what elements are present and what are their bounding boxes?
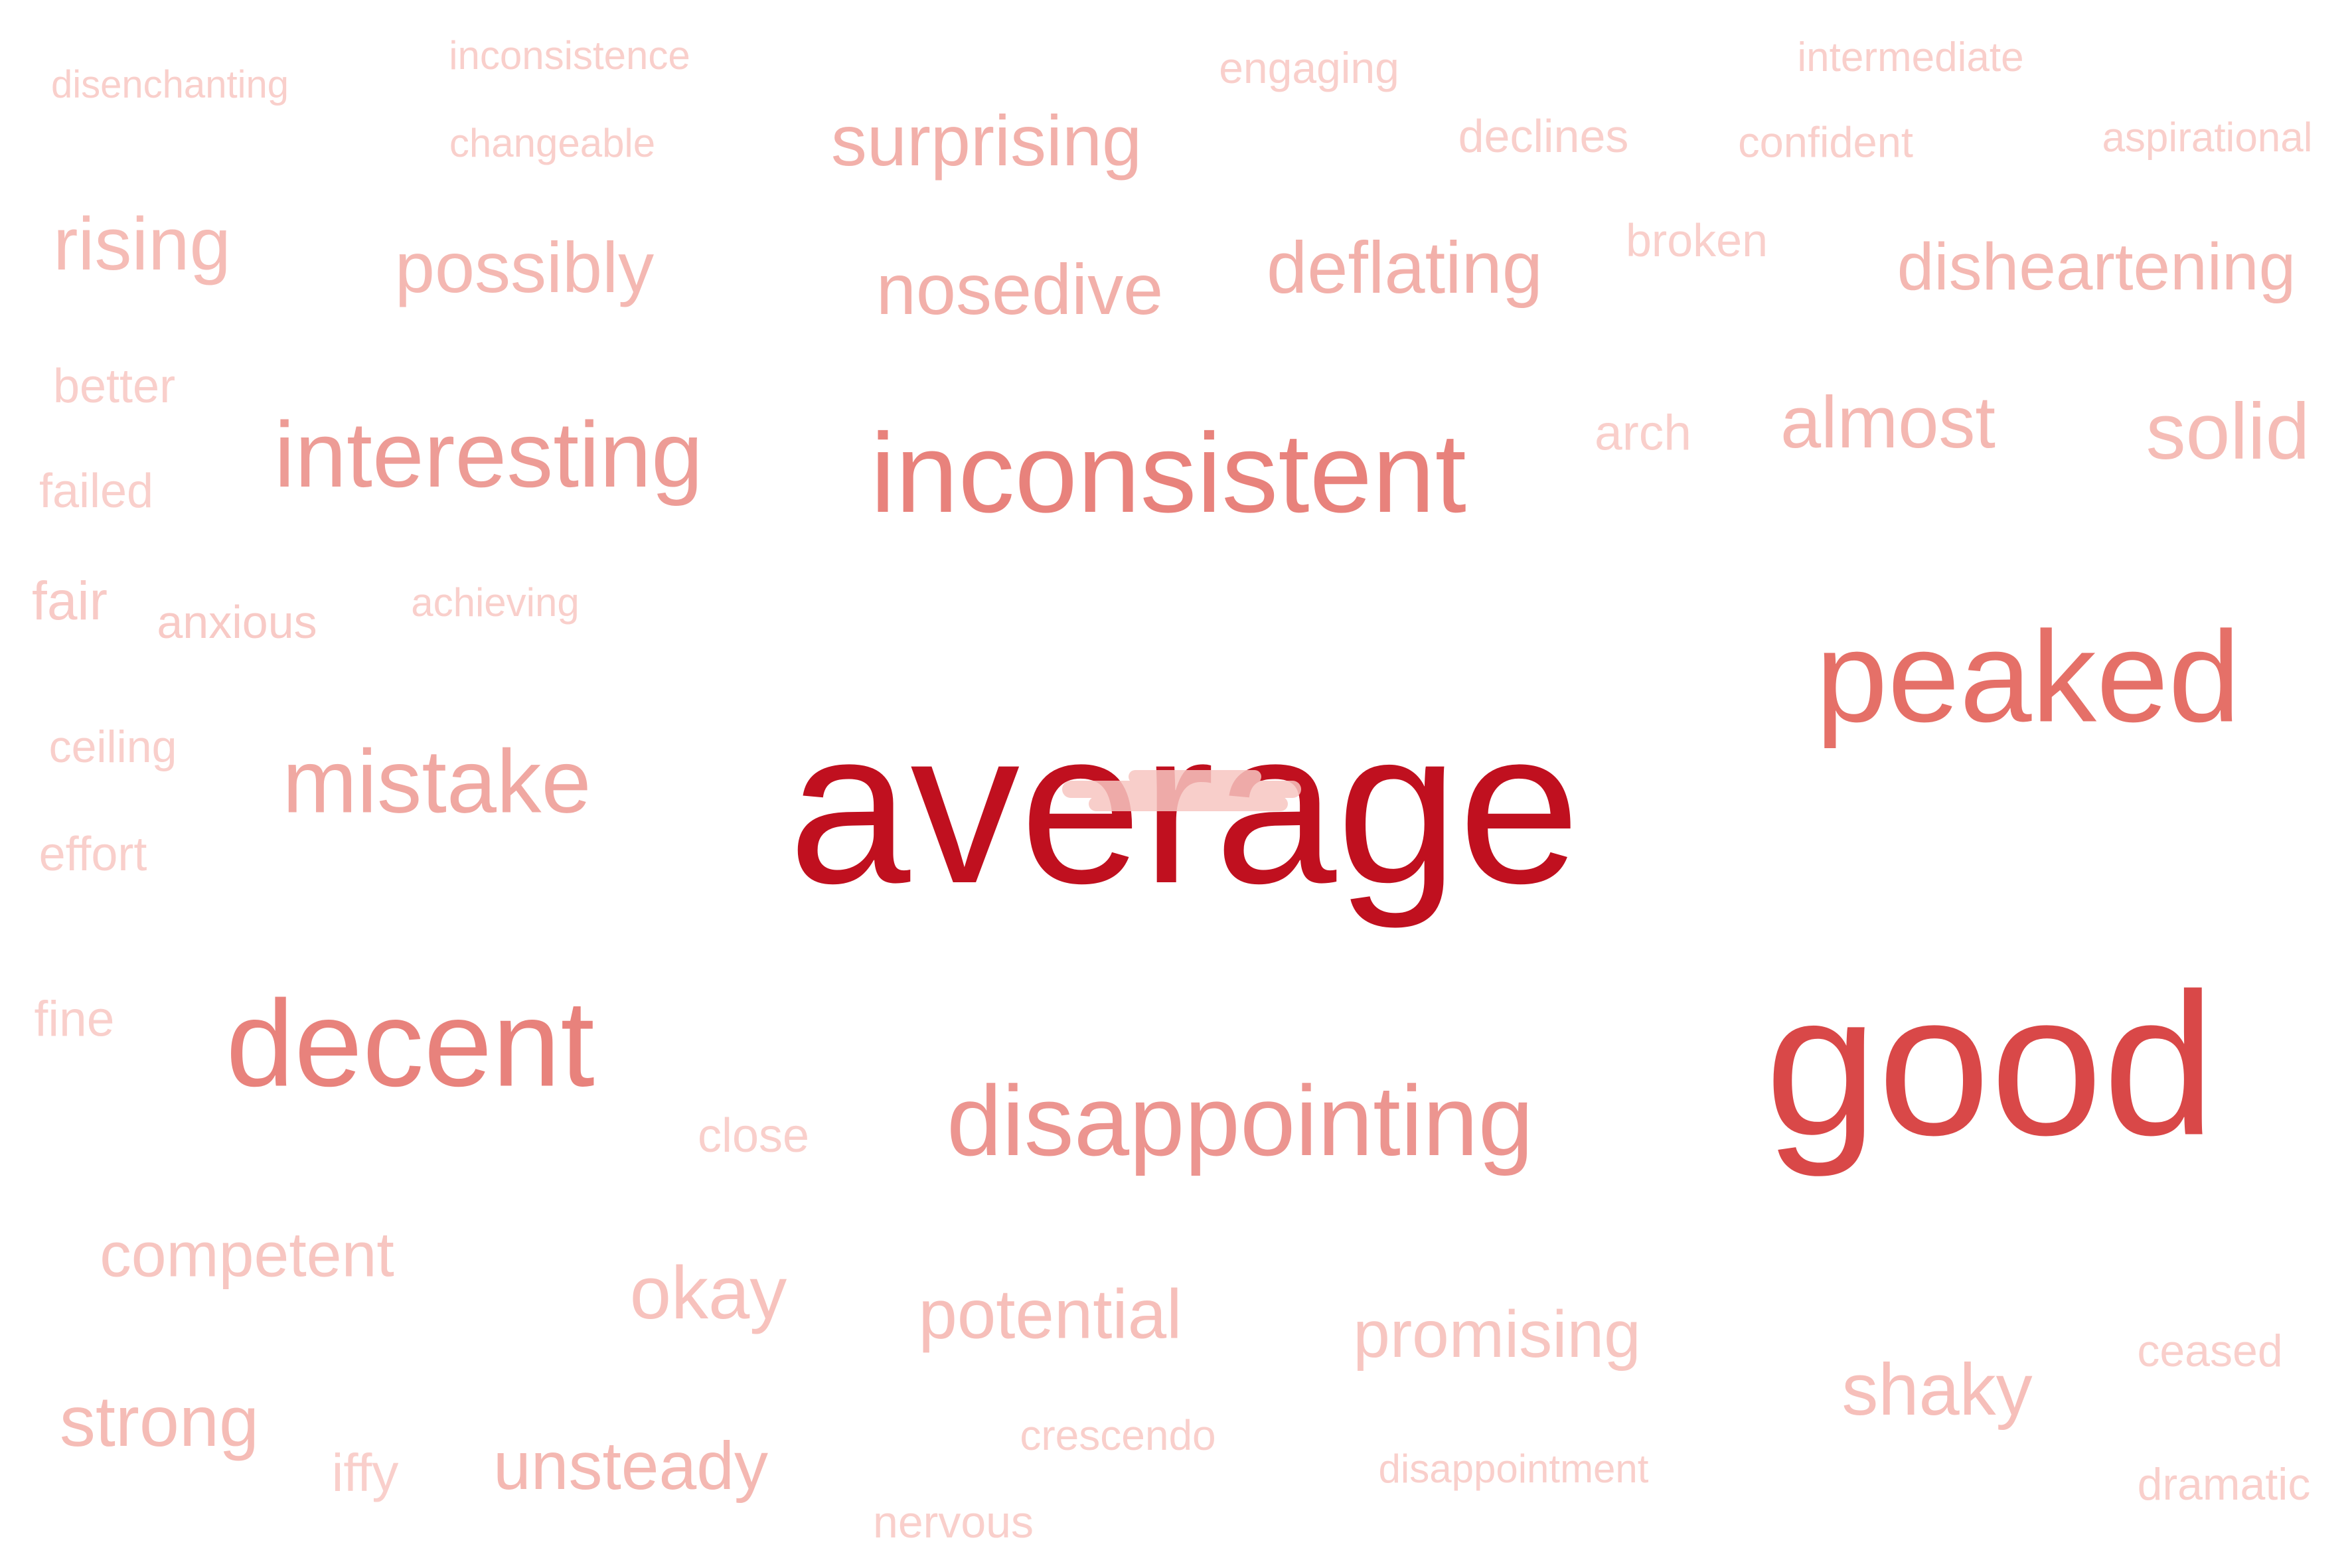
word-inconsistence: inconsistence (449, 33, 690, 78)
word-dramatic: dramatic (2137, 1459, 2311, 1510)
word-potential: potential (918, 1275, 1182, 1354)
word-strong: strong (59, 1381, 260, 1461)
word-good: good (1764, 951, 2216, 1178)
word-achieving: achieving (411, 580, 580, 625)
word-engaging: engaging (1219, 43, 1399, 92)
word-promising: promising (1353, 1297, 1641, 1372)
word-disappointing: disappointing (946, 1065, 1534, 1176)
word-anxious: anxious (157, 596, 317, 648)
word-inconsistent: inconsistent (870, 410, 1466, 536)
word-solid: solid (2146, 387, 2310, 476)
word-shaky: shaky (1842, 1349, 2033, 1431)
word-declines: declines (1458, 110, 1629, 162)
word-unsteady: unsteady (493, 1428, 768, 1504)
word-competent: competent (100, 1219, 394, 1291)
word-decent: decent (226, 975, 595, 1113)
word-effort: effort (39, 828, 147, 881)
word-iffy: iffy (331, 1443, 399, 1502)
word-fine: fine (34, 990, 115, 1047)
word-average: average (788, 684, 1581, 929)
word-confident: confident (1738, 118, 1913, 167)
word-crescendo: crescendo (1020, 1411, 1216, 1459)
word-peaked: peaked (1816, 604, 2240, 749)
word-disheartening: disheartening (1897, 230, 2296, 304)
word-surprising: surprising (830, 100, 1142, 181)
word-broken: broken (1625, 214, 1768, 266)
word-better: better (52, 360, 176, 413)
word-aspirational: aspirational (2102, 115, 2313, 161)
word-deflating: deflating (1267, 227, 1543, 309)
word-arch: arch (1595, 404, 1691, 461)
word-changeable: changeable (449, 121, 656, 165)
word-ceased: ceased (2137, 1326, 2283, 1376)
word-nosedive: nosedive (876, 249, 1164, 329)
word-interesting: interesting (274, 402, 703, 507)
word-disenchanting: disenchanting (51, 63, 289, 106)
word-nervous: nervous (873, 1497, 1034, 1547)
word-close: close (697, 1109, 810, 1162)
word-failed: failed (39, 465, 154, 518)
word-fair: fair (32, 571, 108, 631)
word-rising: rising (53, 202, 231, 285)
word-intermediate: intermediate (1797, 35, 2024, 80)
word-disappointment: disappointment (1378, 1447, 1649, 1491)
word-ceiling: ceiling (48, 722, 177, 772)
word-possibly: possibly (394, 227, 655, 307)
word-okay: okay (629, 1251, 787, 1334)
word-mistake: mistake (282, 731, 591, 832)
word-almost: almost (1780, 382, 1996, 463)
